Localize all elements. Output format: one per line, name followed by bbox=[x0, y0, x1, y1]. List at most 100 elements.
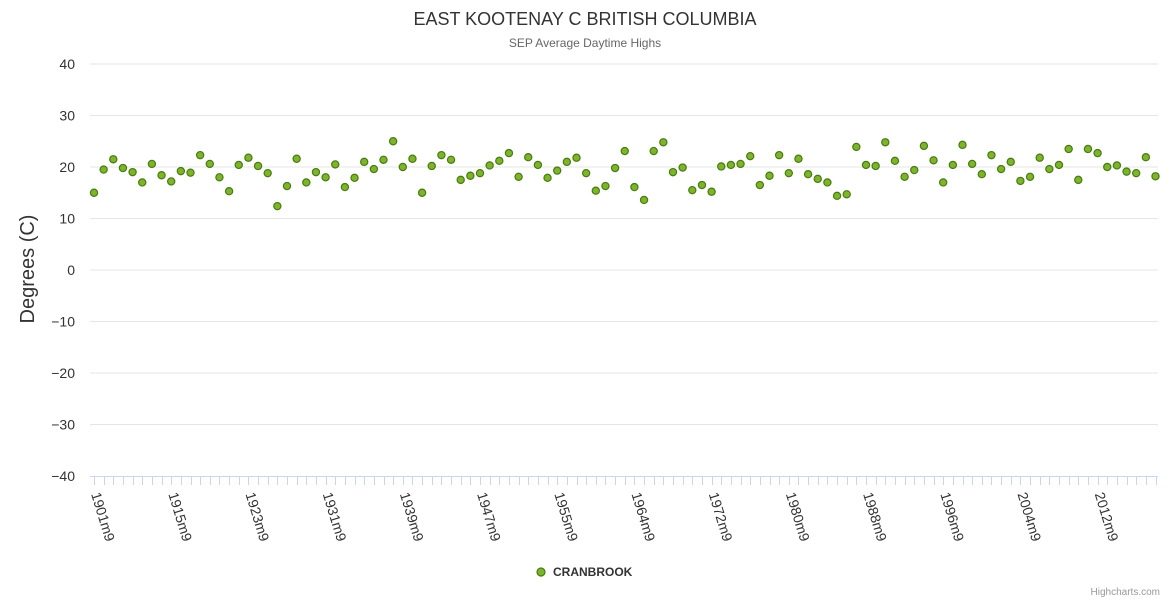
data-point[interactable] bbox=[890, 156, 900, 166]
data-point[interactable] bbox=[639, 195, 649, 205]
data-point[interactable] bbox=[485, 161, 494, 170]
data-point[interactable] bbox=[234, 160, 243, 170]
data-point[interactable] bbox=[572, 153, 581, 162]
data-point[interactable] bbox=[736, 159, 745, 169]
data-point[interactable] bbox=[967, 159, 977, 169]
data-point[interactable] bbox=[1131, 168, 1141, 178]
data-point[interactable] bbox=[157, 171, 166, 180]
data-point[interactable] bbox=[205, 159, 214, 169]
data-point[interactable] bbox=[659, 138, 668, 147]
data-point[interactable] bbox=[996, 164, 1006, 174]
data-point[interactable] bbox=[176, 166, 186, 176]
data-point[interactable] bbox=[1141, 153, 1151, 162]
data-point[interactable] bbox=[437, 150, 446, 160]
data-point[interactable] bbox=[166, 177, 176, 186]
data-point[interactable] bbox=[273, 201, 282, 211]
data-point[interactable] bbox=[668, 167, 678, 177]
data-point[interactable] bbox=[591, 186, 601, 195]
data-point[interactable] bbox=[417, 188, 427, 197]
data-point[interactable] bbox=[446, 155, 456, 164]
data-point[interactable] bbox=[1064, 144, 1073, 154]
data-point[interactable] bbox=[340, 182, 350, 192]
data-point[interactable] bbox=[929, 156, 938, 165]
data-point[interactable] bbox=[224, 187, 234, 196]
data-point[interactable] bbox=[89, 188, 99, 197]
data-point[interactable] bbox=[900, 172, 909, 181]
data-point[interactable] bbox=[813, 174, 822, 184]
data-point[interactable] bbox=[977, 170, 987, 179]
data-point[interactable] bbox=[861, 160, 871, 170]
data-point[interactable] bbox=[688, 185, 697, 195]
data-point[interactable] bbox=[331, 160, 340, 169]
data-point[interactable] bbox=[427, 161, 436, 171]
data-point[interactable] bbox=[1093, 148, 1102, 158]
data-point[interactable] bbox=[678, 163, 687, 172]
legend-item-cranbrook[interactable]: CRANBROOK bbox=[553, 565, 633, 579]
data-point[interactable] bbox=[726, 160, 736, 170]
data-point[interactable] bbox=[958, 140, 967, 150]
data-point[interactable] bbox=[1045, 164, 1054, 174]
data-point[interactable] bbox=[514, 172, 523, 181]
data-point[interactable] bbox=[408, 154, 417, 163]
data-point[interactable] bbox=[948, 160, 958, 170]
data-point[interactable] bbox=[852, 142, 861, 152]
data-point[interactable] bbox=[128, 167, 137, 177]
data-point[interactable] bbox=[755, 180, 765, 190]
data-point[interactable] bbox=[292, 154, 301, 163]
data-point[interactable] bbox=[987, 150, 996, 160]
data-point[interactable] bbox=[871, 161, 880, 171]
data-point[interactable] bbox=[803, 170, 813, 179]
data-point[interactable] bbox=[263, 168, 272, 178]
data-point[interactable] bbox=[321, 173, 330, 182]
data-point[interactable] bbox=[707, 187, 716, 196]
data-point[interactable] bbox=[495, 156, 504, 166]
data-point[interactable] bbox=[388, 137, 398, 146]
data-point[interactable] bbox=[630, 182, 639, 192]
legend-marker-icon[interactable] bbox=[536, 567, 546, 577]
data-point[interactable] bbox=[118, 163, 128, 173]
data-point[interactable] bbox=[1006, 157, 1015, 167]
data-point[interactable] bbox=[253, 161, 263, 171]
data-point[interactable] bbox=[1112, 161, 1122, 170]
data-point[interactable] bbox=[369, 164, 379, 174]
data-point[interactable] bbox=[601, 181, 610, 191]
data-point[interactable] bbox=[504, 148, 514, 158]
data-point[interactable] bbox=[697, 180, 707, 190]
data-point[interactable] bbox=[1016, 176, 1025, 186]
data-point[interactable] bbox=[1122, 167, 1131, 176]
data-point[interactable] bbox=[302, 178, 311, 187]
data-point[interactable] bbox=[311, 167, 321, 177]
data-point[interactable] bbox=[195, 150, 205, 160]
data-point[interactable] bbox=[244, 153, 253, 162]
data-point[interactable] bbox=[138, 178, 147, 187]
data-point[interactable] bbox=[649, 146, 658, 156]
data-point[interactable] bbox=[553, 166, 562, 175]
data-point[interactable] bbox=[620, 146, 629, 156]
data-point[interactable] bbox=[1151, 172, 1160, 181]
data-point[interactable] bbox=[398, 162, 407, 172]
data-point[interactable] bbox=[1083, 144, 1093, 154]
data-point[interactable] bbox=[533, 160, 543, 170]
data-point[interactable] bbox=[823, 178, 832, 187]
data-point[interactable] bbox=[379, 155, 388, 164]
data-point[interactable] bbox=[1074, 175, 1083, 185]
data-point[interactable] bbox=[215, 173, 224, 182]
data-point[interactable] bbox=[842, 190, 851, 199]
data-point[interactable] bbox=[784, 168, 794, 178]
data-point[interactable] bbox=[1035, 153, 1044, 162]
data-point[interactable] bbox=[475, 168, 485, 178]
data-point[interactable] bbox=[774, 150, 784, 160]
data-point[interactable] bbox=[717, 162, 726, 171]
data-point[interactable] bbox=[1054, 160, 1064, 170]
data-point[interactable] bbox=[765, 171, 774, 180]
data-point[interactable] bbox=[147, 159, 157, 169]
legend[interactable]: CRANBROOK bbox=[536, 565, 633, 579]
data-point[interactable] bbox=[610, 163, 620, 173]
data-point[interactable] bbox=[746, 151, 755, 161]
data-point[interactable] bbox=[350, 173, 359, 183]
data-point[interactable] bbox=[832, 191, 842, 201]
data-point[interactable] bbox=[581, 168, 591, 178]
data-point[interactable] bbox=[1025, 172, 1035, 181]
data-point[interactable] bbox=[282, 181, 292, 191]
series-cranbrook[interactable] bbox=[89, 137, 1160, 211]
